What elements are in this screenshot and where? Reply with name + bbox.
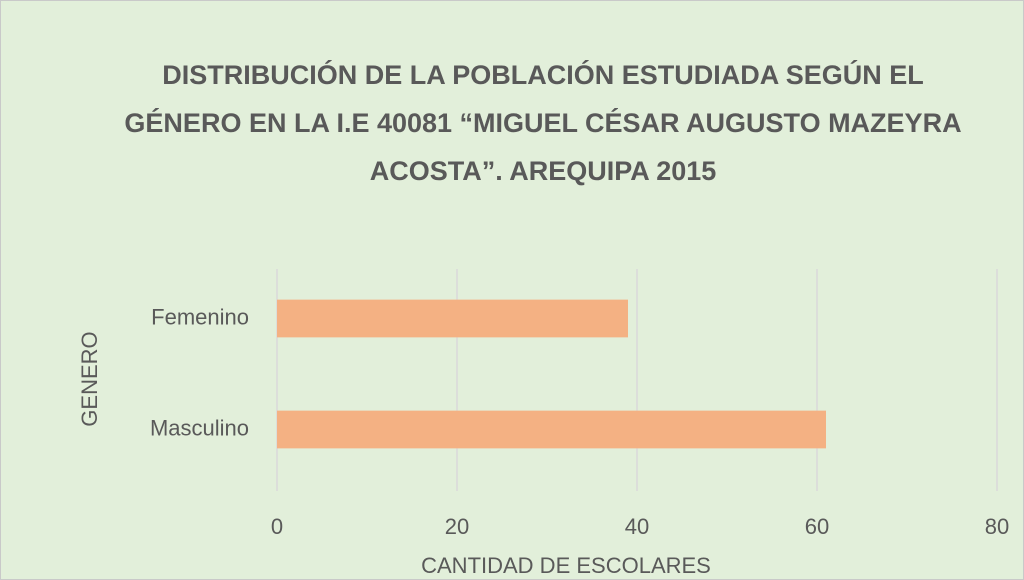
y-tick-label: Femenino bbox=[151, 304, 249, 329]
bar bbox=[277, 299, 628, 338]
y-tick-label: Masculino bbox=[150, 415, 249, 440]
x-axis-label: CANTIDAD DE ESCOLARES bbox=[421, 553, 711, 578]
x-tick-label: 60 bbox=[805, 514, 829, 539]
x-tick-label: 80 bbox=[985, 514, 1009, 539]
x-tick-label: 20 bbox=[445, 514, 469, 539]
x-tick-label: 0 bbox=[271, 514, 283, 539]
bar bbox=[277, 410, 826, 449]
y-axis-label: GENERO bbox=[77, 331, 102, 426]
chart-title: DISTRIBUCIÓN DE LA POBLACIÓN ESTUDIADA S… bbox=[124, 60, 962, 186]
x-tick-label: 40 bbox=[625, 514, 649, 539]
